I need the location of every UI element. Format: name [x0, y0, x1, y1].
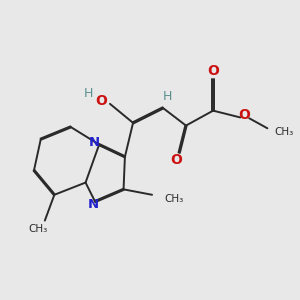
Text: O: O: [95, 94, 107, 108]
Text: H: H: [84, 87, 93, 100]
Text: CH₃: CH₃: [274, 127, 293, 137]
Text: O: O: [170, 153, 182, 167]
Text: H: H: [162, 90, 172, 103]
Text: N: N: [89, 136, 100, 149]
Text: O: O: [238, 108, 250, 122]
Text: CH₃: CH₃: [28, 224, 48, 234]
Text: CH₃: CH₃: [164, 194, 184, 204]
Text: O: O: [207, 64, 219, 78]
Text: N: N: [88, 198, 99, 211]
